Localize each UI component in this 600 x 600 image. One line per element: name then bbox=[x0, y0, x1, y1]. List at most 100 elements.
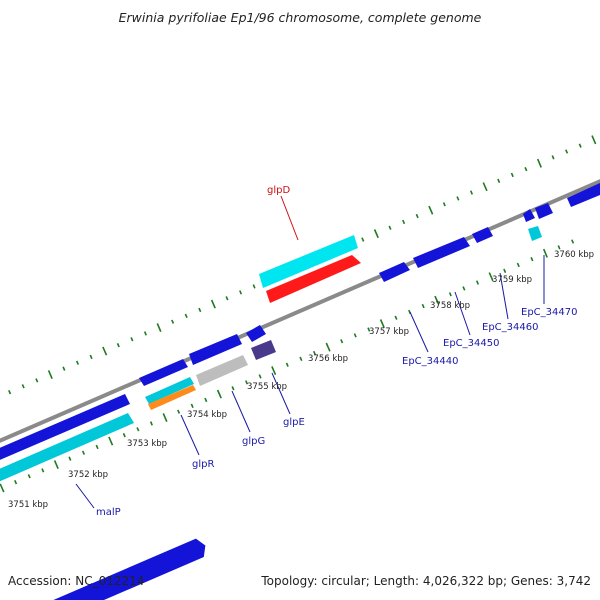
gene-EpC_34460[interactable] bbox=[472, 227, 493, 243]
tick-mark bbox=[184, 313, 188, 319]
gene-orange-glpR[interactable] bbox=[148, 385, 196, 410]
tick-mark bbox=[89, 354, 93, 360]
tick-mark bbox=[35, 378, 39, 383]
tick-mark bbox=[143, 331, 147, 336]
gene-blue-6[interactable] bbox=[535, 203, 553, 219]
tick-mark bbox=[524, 166, 528, 172]
tick-mark bbox=[571, 239, 575, 244]
topology-text: Topology: circular; Length: 4,026,322 bp… bbox=[261, 574, 591, 588]
tick-mark bbox=[252, 284, 256, 289]
gene-purple-glpE[interactable] bbox=[251, 340, 276, 360]
tick-mark bbox=[102, 346, 108, 356]
tick-mark bbox=[156, 323, 162, 333]
tick-mark bbox=[379, 319, 385, 329]
tick-mark bbox=[258, 374, 262, 379]
tick-mark bbox=[428, 205, 434, 215]
gene-blue-1[interactable] bbox=[0, 394, 130, 463]
tick-mark bbox=[388, 225, 392, 230]
gene-blue-4[interactable] bbox=[246, 325, 266, 342]
tick-mark bbox=[198, 307, 202, 313]
tick-mark bbox=[47, 370, 53, 380]
tick-mark bbox=[497, 178, 501, 184]
gene-cyan-glpR[interactable] bbox=[145, 377, 194, 404]
gene-EpC_34440[interactable] bbox=[379, 262, 410, 282]
tick-mark bbox=[136, 427, 140, 432]
tick-mark bbox=[53, 460, 59, 470]
tick-mark bbox=[415, 213, 419, 219]
kbp-label: 3760 kbp bbox=[554, 250, 594, 260]
tick-mark bbox=[0, 483, 5, 493]
gene-label-EpC_34470[interactable]: EpC_34470 bbox=[521, 307, 577, 318]
gene-EpC_34470[interactable] bbox=[528, 226, 542, 241]
gene-grey-glpG[interactable] bbox=[196, 355, 248, 386]
tick-mark bbox=[8, 389, 12, 395]
tick-mark bbox=[171, 319, 175, 324]
tick-mark bbox=[225, 296, 229, 301]
tick-mark bbox=[299, 356, 303, 362]
map-title: Erwinia pyrifoliae Ep1/96 chromosome, co… bbox=[118, 10, 482, 25]
gene-blue-2[interactable] bbox=[139, 359, 188, 386]
tick-mark bbox=[462, 286, 466, 291]
tick-mark bbox=[312, 350, 317, 356]
leader-glpD bbox=[280, 195, 299, 241]
gene-label-malP[interactable]: malP bbox=[96, 507, 121, 518]
tick-mark bbox=[367, 327, 371, 332]
kbp-label: 3759 kbp bbox=[492, 275, 532, 285]
gene-label-EpC_34440[interactable]: EpC_34440 bbox=[402, 356, 458, 367]
tick-mark bbox=[361, 237, 365, 242]
kbp-label: 3753 kbp bbox=[127, 439, 167, 449]
gene-label-glpD[interactable]: glpD bbox=[267, 185, 290, 196]
tick-mark bbox=[204, 397, 208, 403]
tick-mark bbox=[551, 155, 555, 160]
gene-malP[interactable] bbox=[0, 413, 134, 484]
leader-glpE bbox=[271, 372, 291, 415]
gene-malP-cds[interactable] bbox=[39, 536, 210, 600]
tick-mark bbox=[516, 262, 520, 268]
gene-cyan-glpD[interactable] bbox=[259, 235, 358, 288]
gene-blue-5[interactable] bbox=[523, 209, 535, 222]
leader-glpG bbox=[231, 390, 251, 433]
accession-text: Accession: NC_012214 bbox=[8, 574, 145, 588]
tick-mark bbox=[190, 403, 194, 409]
tick-mark bbox=[68, 456, 72, 461]
tick-mark bbox=[456, 196, 460, 201]
tick-mark bbox=[557, 245, 561, 250]
tick-mark bbox=[122, 432, 126, 438]
kbp-label: 3752 kbp bbox=[68, 470, 108, 480]
tick-mark bbox=[434, 295, 440, 305]
tick-mark bbox=[591, 135, 597, 145]
backbone bbox=[0, 179, 600, 443]
tick-mark bbox=[62, 366, 66, 371]
tick-mark bbox=[271, 366, 277, 376]
tick-mark bbox=[530, 256, 534, 262]
inner-tick-ring bbox=[0, 239, 575, 493]
tick-mark bbox=[41, 468, 45, 473]
gene-blue-7[interactable] bbox=[567, 183, 600, 207]
gene-label-EpC_34460[interactable]: EpC_34460 bbox=[482, 322, 538, 333]
tick-mark bbox=[14, 479, 18, 485]
gene-blue-3[interactable] bbox=[189, 334, 242, 365]
gene-label-glpR[interactable]: glpR bbox=[192, 459, 214, 470]
gene-red-glpD[interactable] bbox=[266, 255, 361, 303]
tick-mark bbox=[578, 143, 582, 148]
gene-EpC_34450[interactable] bbox=[413, 237, 470, 268]
gene-label-glpE[interactable]: glpE bbox=[283, 417, 305, 428]
tick-mark bbox=[75, 360, 80, 365]
tick-mark bbox=[448, 292, 452, 297]
leader-EpC_34440 bbox=[409, 311, 429, 353]
tick-mark bbox=[239, 290, 243, 295]
gene-label-EpC_34450[interactable]: EpC_34450 bbox=[443, 338, 499, 349]
kbp-label: 3751 kbp bbox=[8, 500, 48, 510]
tick-mark bbox=[27, 474, 31, 479]
leader-malP bbox=[75, 483, 95, 509]
kbp-label: 3755 kbp bbox=[247, 382, 287, 392]
tick-mark bbox=[95, 444, 99, 450]
tick-mark bbox=[285, 362, 289, 367]
tick-mark bbox=[442, 202, 446, 207]
gene-label-glpG[interactable]: glpG bbox=[242, 436, 265, 447]
leader-EpC_34450 bbox=[454, 291, 471, 336]
tick-mark bbox=[149, 421, 153, 426]
tick-mark bbox=[81, 450, 86, 455]
gene-features bbox=[39, 536, 210, 600]
